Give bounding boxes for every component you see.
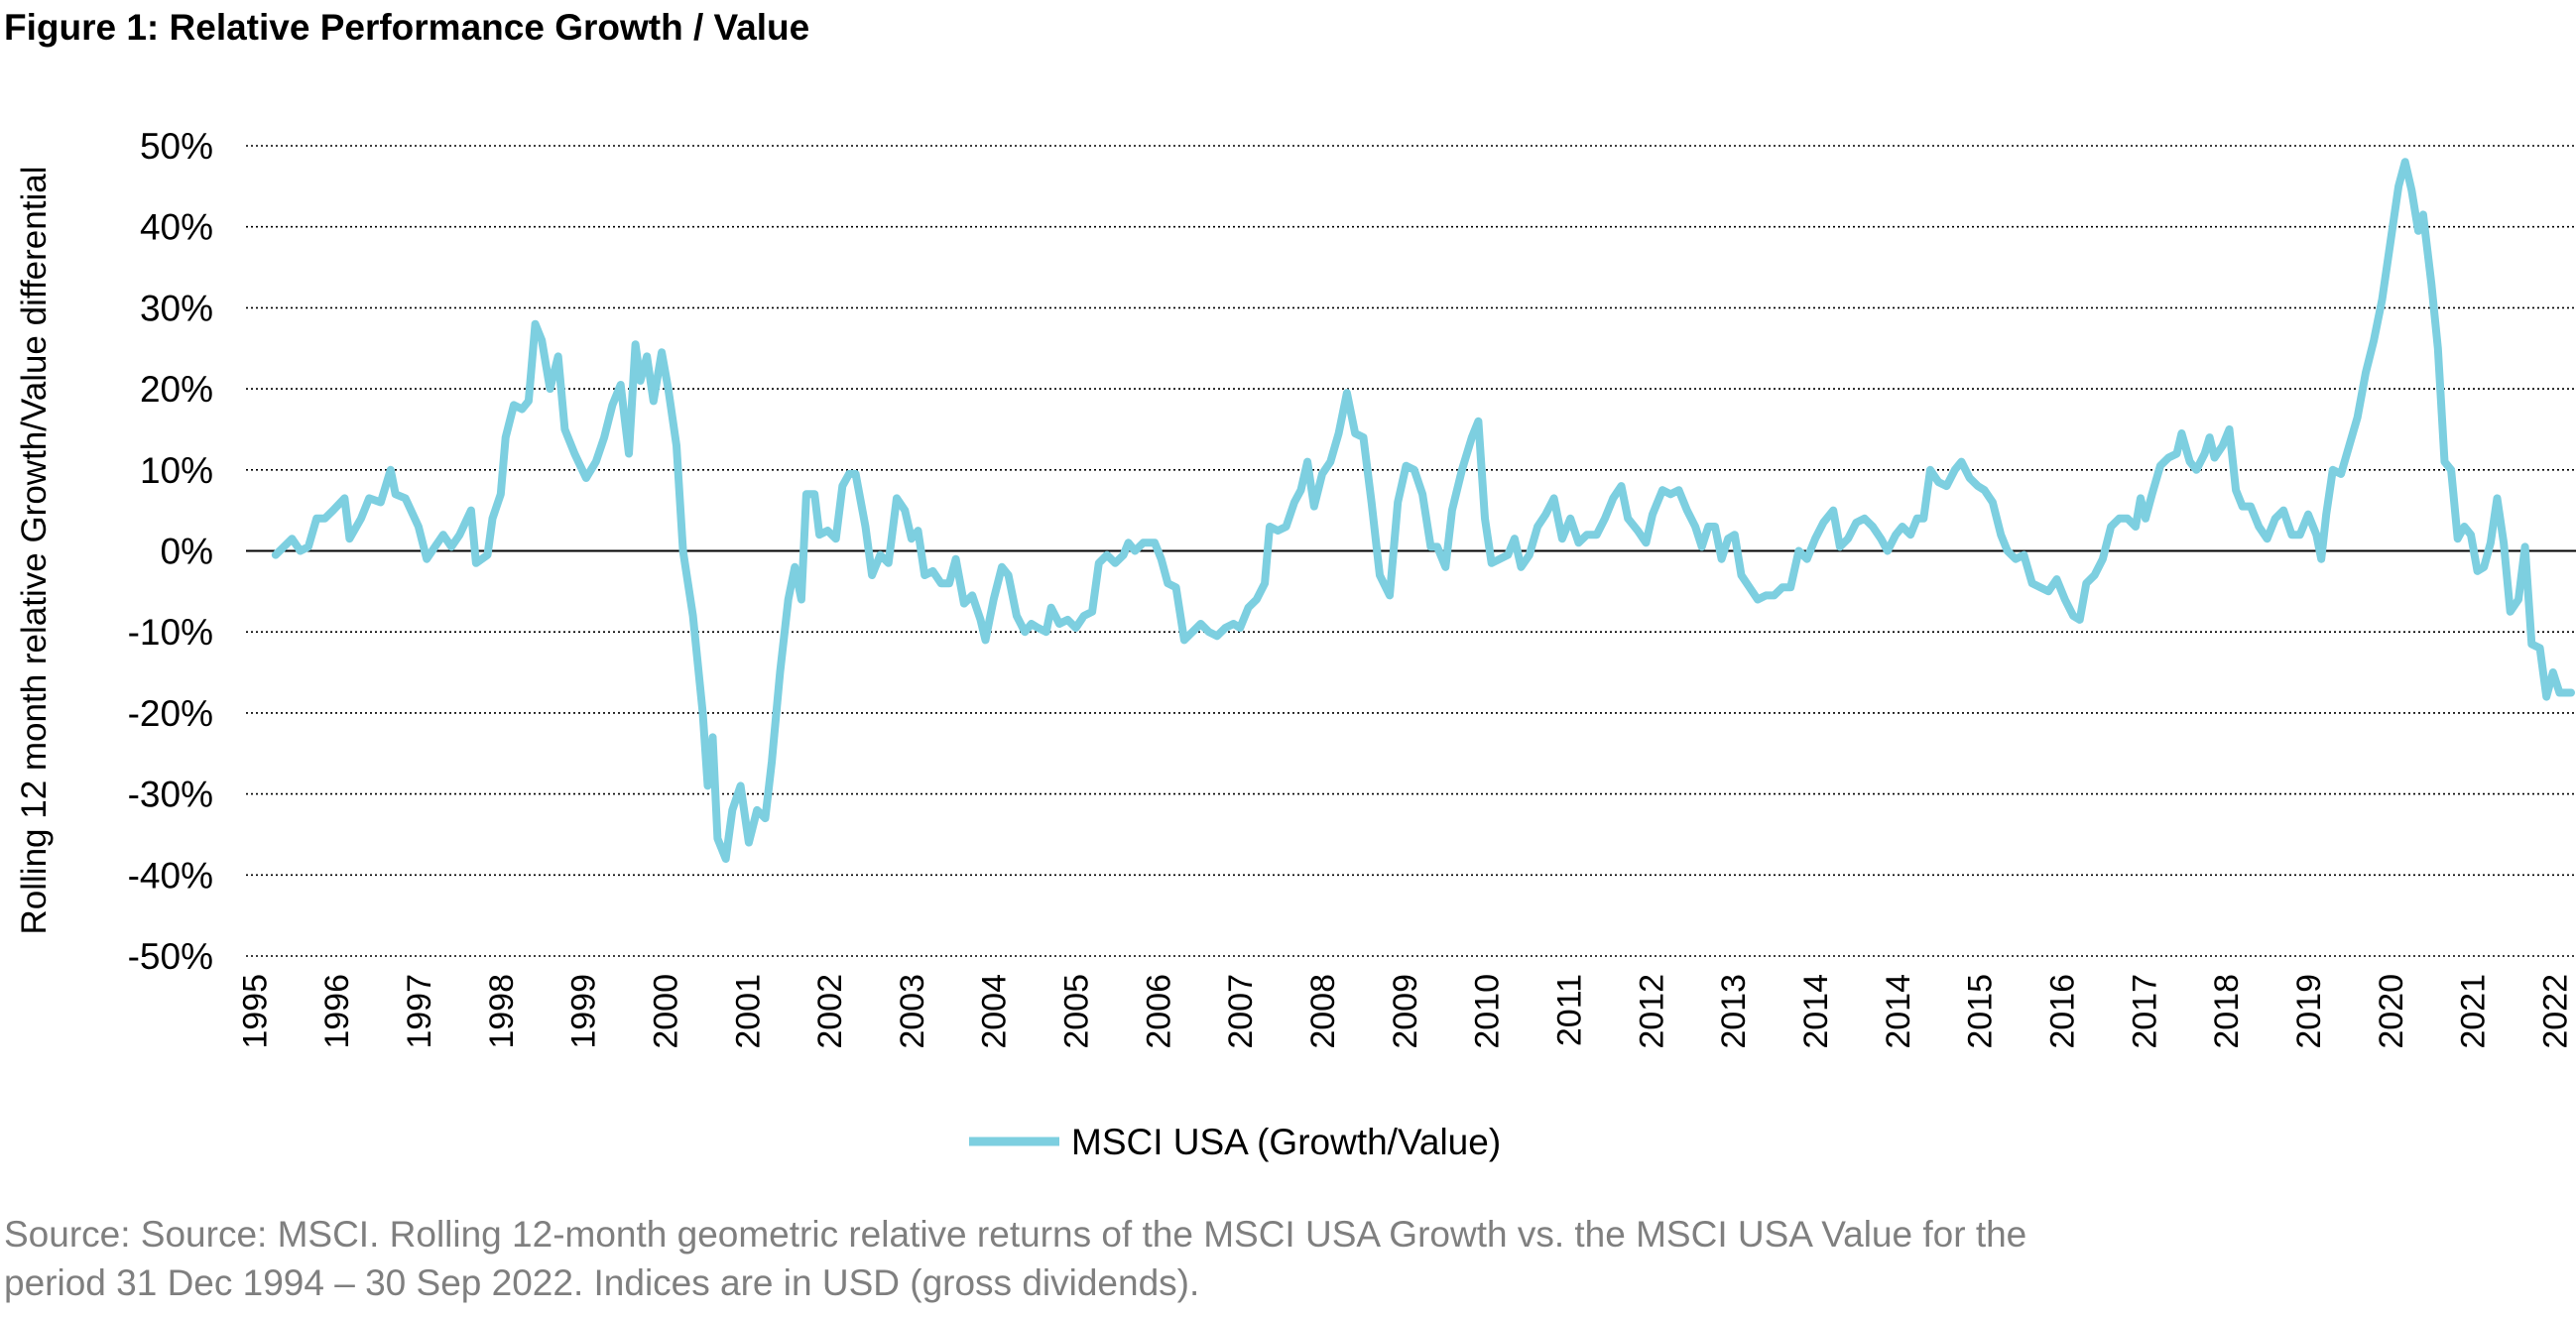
series-line	[271, 158, 2575, 863]
x-tick-label: 2009	[1387, 974, 1424, 1049]
x-tick-label: 2010	[1469, 974, 1507, 1049]
x-tick-label: 2013	[1715, 974, 1753, 1049]
x-tick-label: 2020	[2373, 974, 2410, 1049]
x-tick-label: 2008	[1304, 974, 1342, 1049]
x-tick-label: 2022	[2536, 974, 2574, 1049]
x-tick-label: 1995	[236, 974, 274, 1049]
legend-label: MSCI USA (Growth/Value)	[1071, 1122, 1501, 1162]
x-tick-label: 2017	[2126, 974, 2163, 1049]
x-tick-label: 1998	[483, 974, 521, 1049]
y-tick-label: -40%	[128, 855, 213, 896]
source-note: Source: Source: MSCI. Rolling 12-month g…	[4, 1214, 2026, 1255]
x-tick-label: 1999	[565, 974, 603, 1049]
x-tick-label: 2021	[2455, 974, 2493, 1049]
y-tick-label: -20%	[128, 693, 213, 734]
source-note: period 31 Dec 1994 – 30 Sep 2022. Indice…	[4, 1262, 1199, 1303]
x-tick-label: 2012	[1633, 974, 1670, 1049]
x-tick-label: 2006	[1140, 974, 1177, 1049]
y-tick-label: 20%	[140, 369, 213, 410]
x-tick-label: 2002	[811, 974, 849, 1049]
y-tick-label: 30%	[140, 288, 213, 328]
x-tick-label: 1997	[401, 974, 438, 1049]
y-tick-label: 40%	[140, 207, 213, 248]
y-tick-label: 0%	[161, 532, 213, 572]
x-tick-label: 2004	[976, 974, 1014, 1049]
x-tick-label: 2014	[1880, 974, 1917, 1049]
x-tick-label: 2000	[647, 974, 684, 1049]
x-tick-label: 2014	[1797, 974, 1835, 1049]
y-tick-label: -50%	[128, 936, 213, 977]
x-tick-label: 2005	[1058, 974, 1096, 1049]
x-tick-label: 2018	[2208, 974, 2246, 1049]
y-tick-label: -10%	[128, 612, 213, 653]
y-tick-label: -30%	[128, 775, 213, 815]
y-axis-label: Rolling 12 month relative Growth/Value d…	[15, 167, 54, 935]
y-tick-label: 50%	[140, 126, 213, 167]
x-tick-label: 2015	[1962, 974, 2000, 1049]
x-tick-label: 2007	[1222, 974, 1260, 1049]
x-tick-label: 2019	[2290, 974, 2328, 1049]
x-tick-label: 2003	[894, 974, 931, 1049]
y-tick-label: 10%	[140, 450, 213, 491]
chart-title: Figure 1: Relative Performance Growth / …	[4, 7, 809, 48]
x-tick-label: 2001	[729, 974, 767, 1049]
x-tick-label: 2016	[2043, 974, 2081, 1049]
x-tick-label: 2011	[1551, 974, 1589, 1046]
x-tick-label: 1996	[318, 974, 356, 1049]
